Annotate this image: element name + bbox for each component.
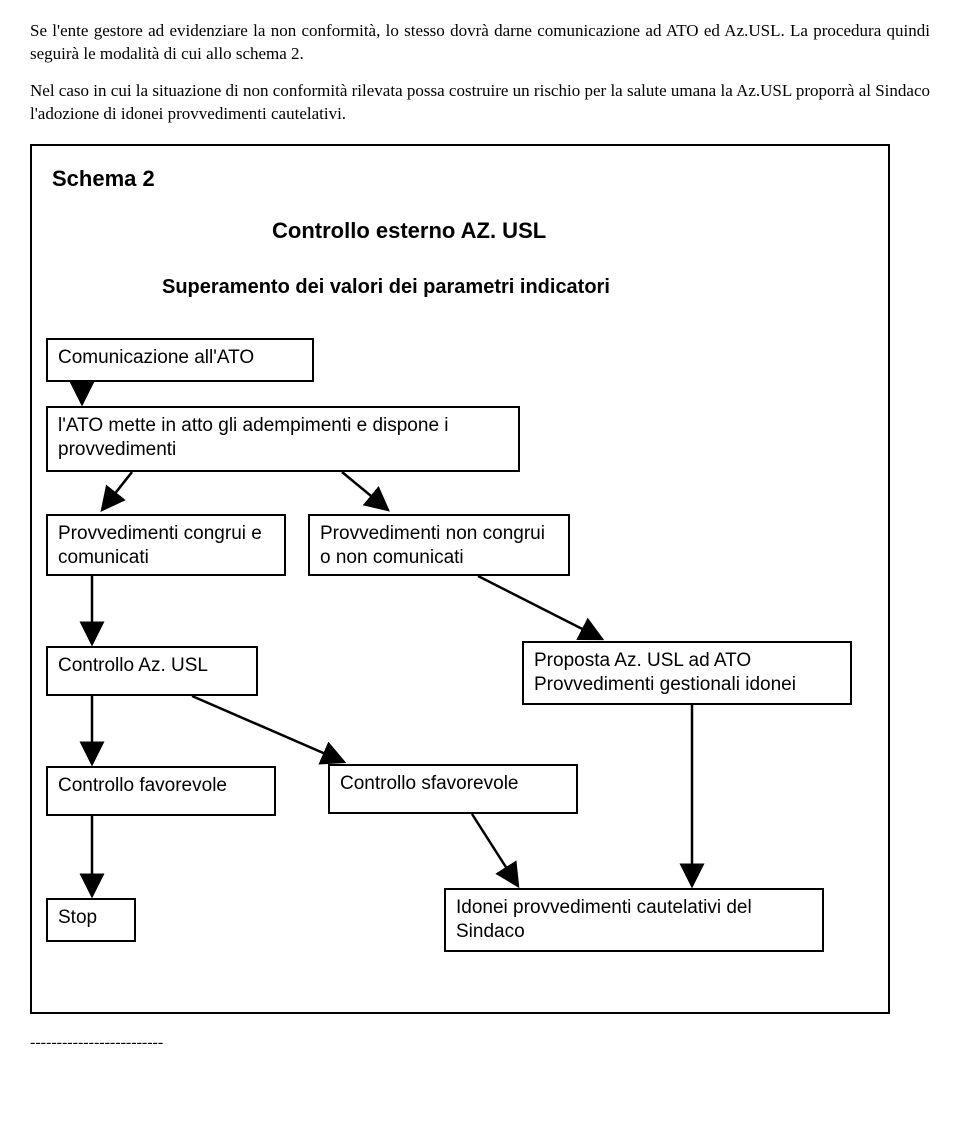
schema-2-diagram: Schema 2 Controllo esterno AZ. USL Super… — [30, 144, 890, 1014]
node-stop: Stop — [46, 898, 136, 942]
footer-dashes: ------------------------- — [30, 1032, 930, 1054]
node-proposta-az-usl: Proposta Az. USL ad ATO Provvedimenti ge… — [522, 641, 852, 705]
node-controllo-favorevole: Controllo favorevole — [46, 766, 276, 816]
diagram-subtitle: Superamento dei valori dei parametri ind… — [162, 274, 610, 301]
node-provv-non-congrui: Provvedimenti non congrui o non comunica… — [308, 514, 570, 576]
intro-paragraph-1: Se l'ente gestore ad evidenziare la non … — [30, 20, 930, 66]
node-idonei-sindaco: Idonei provvedimenti cautelativi del Sin… — [444, 888, 824, 952]
node-comunicazione-ato: Comunicazione all'ATO — [46, 338, 314, 382]
schema-label: Schema 2 — [52, 164, 155, 194]
intro-paragraph-2: Nel caso in cui la situazione di non con… — [30, 80, 930, 126]
node-controllo-sfavorevole: Controllo sfavorevole — [328, 764, 578, 814]
diagram-title: Controllo esterno AZ. USL — [272, 216, 546, 246]
node-provv-congrui: Provvedimenti congrui e comunicati — [46, 514, 286, 576]
node-ato-adempimenti: l'ATO mette in atto gli adempimenti e di… — [46, 406, 520, 472]
node-controllo-az-usl: Controllo Az. USL — [46, 646, 258, 696]
